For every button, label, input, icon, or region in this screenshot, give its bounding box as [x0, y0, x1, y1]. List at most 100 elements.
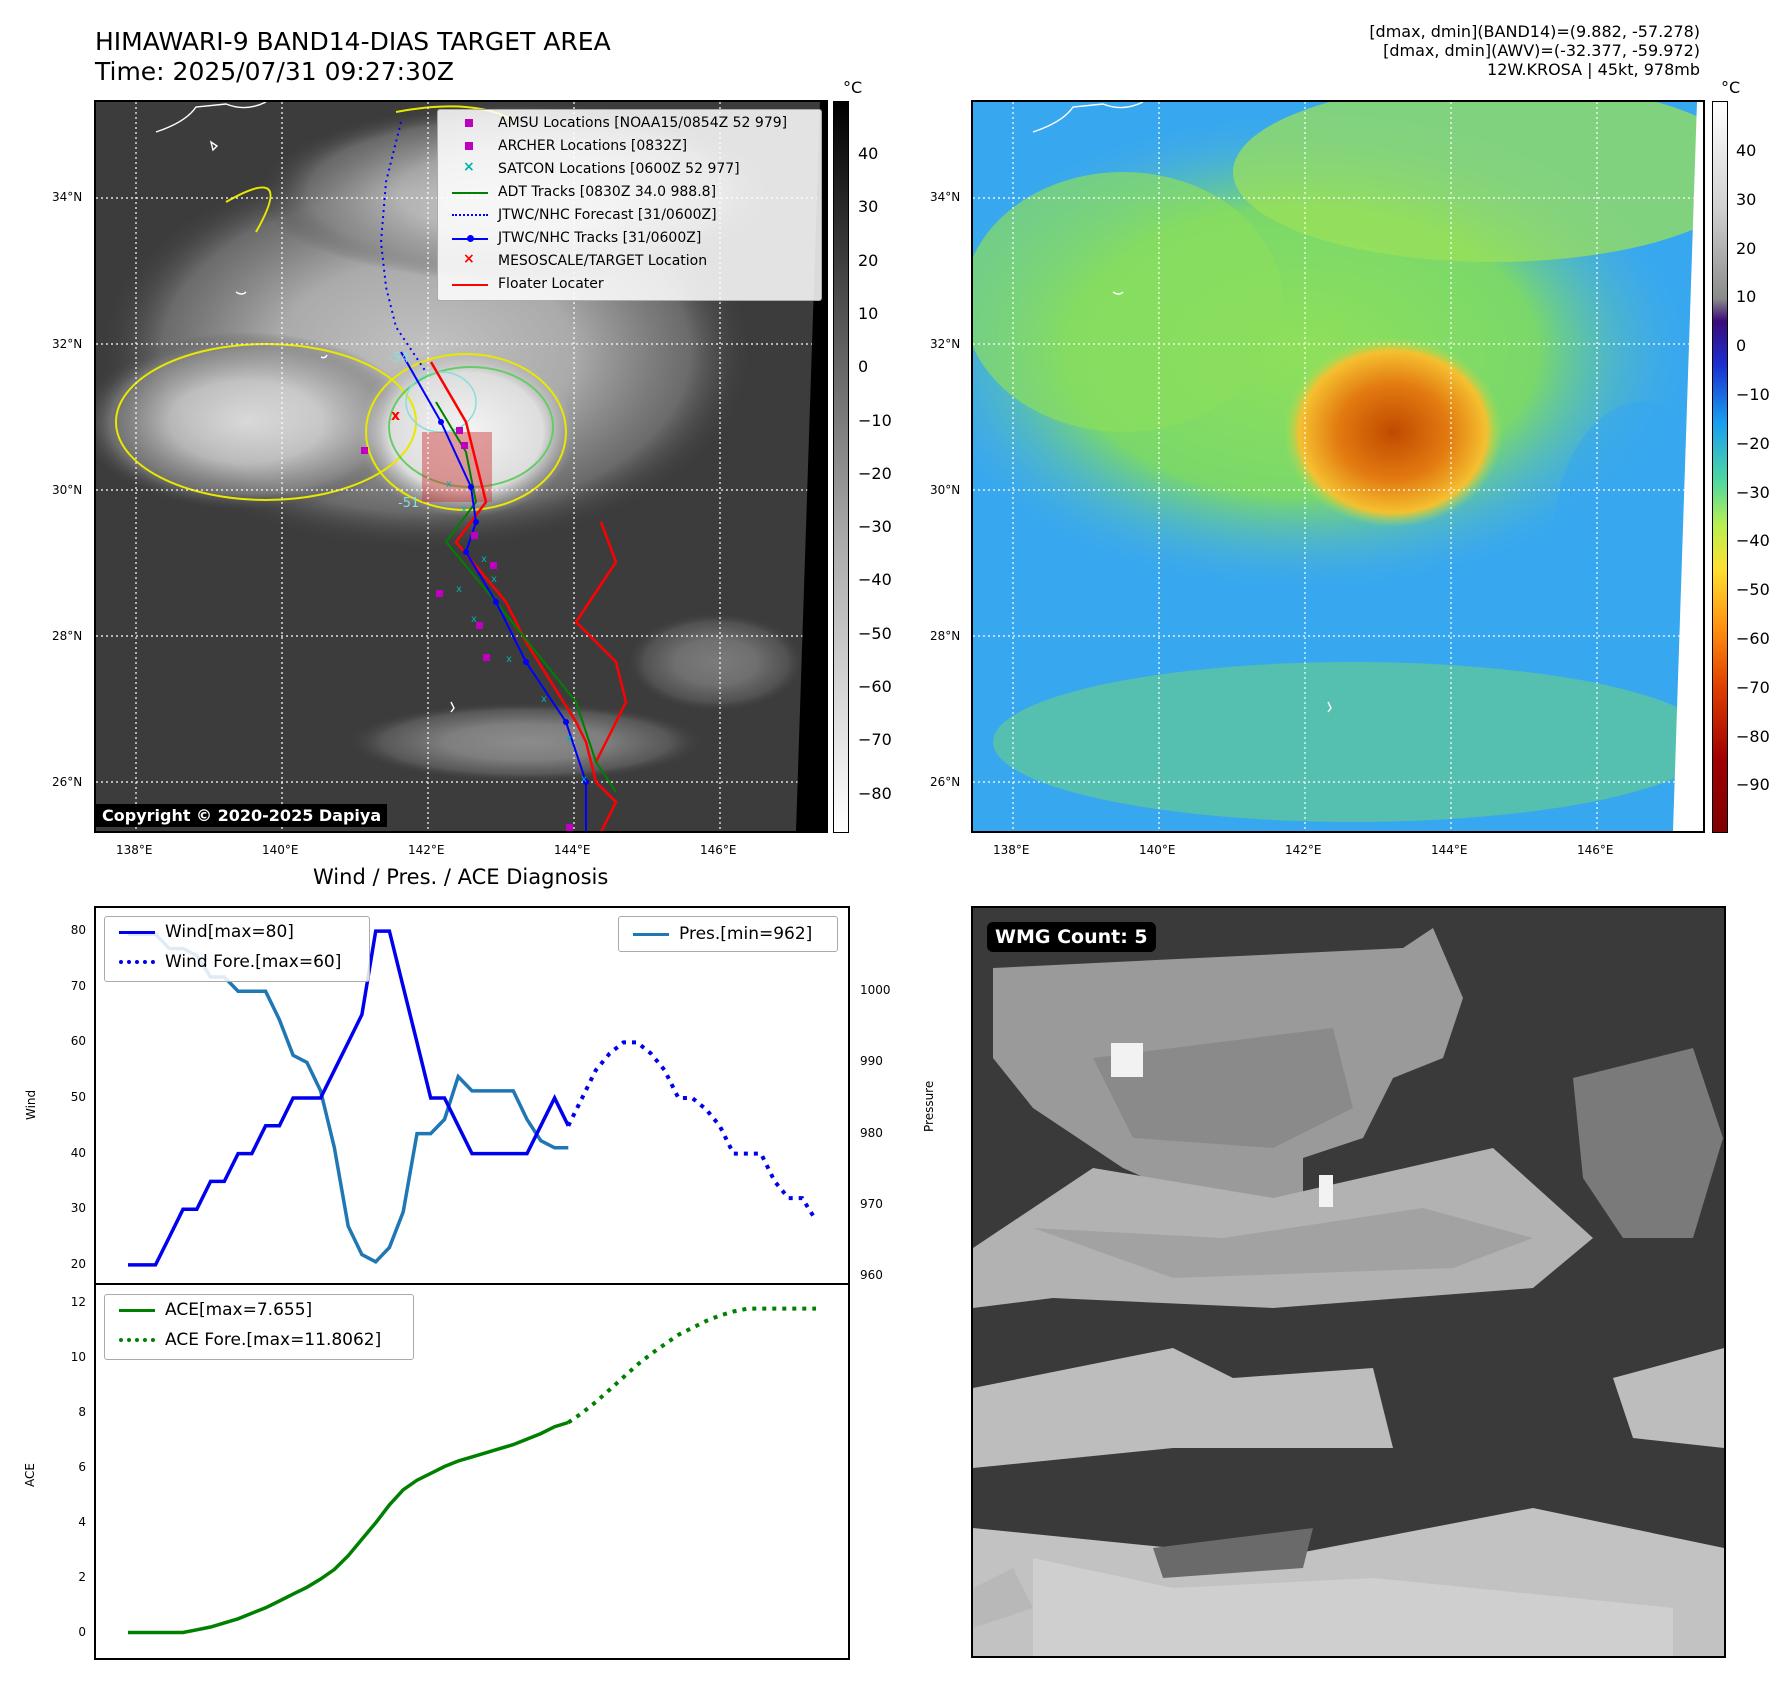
- gray-colorbar-tick: 0: [858, 357, 869, 377]
- wind-y-tick-label: 50: [70, 1090, 86, 1104]
- svg-text:x: x: [391, 408, 400, 424]
- legend-item-ace: ACE[max=7.655]: [117, 1299, 312, 1321]
- svg-text:x: x: [506, 654, 512, 665]
- svg-text:x: x: [461, 504, 467, 515]
- color-colorbar-tick: 0: [1736, 336, 1747, 356]
- gray-colorbar: [833, 101, 849, 833]
- pressure-series-0-line: [128, 932, 569, 1264]
- stats-awv: [dmax, dmin](AWV)=(-32.377, -59.972): [1383, 41, 1700, 60]
- legend-item-wind: Wind[max=80]: [117, 921, 294, 943]
- stats-storm: 12W.KROSA | 45kt, 978mb: [1487, 60, 1700, 79]
- gray-colorbar-tick: −40: [858, 570, 892, 590]
- gray-colorbar-tick: 30: [858, 197, 879, 217]
- wind-y-tick-label: 30: [70, 1201, 86, 1216]
- wind-y-tick-label: 40: [70, 1145, 86, 1160]
- gray-colorbar-tick: −30: [858, 517, 892, 537]
- legend-item-floater: Floater Locater: [450, 273, 604, 295]
- wind-y-tick-label: 60: [70, 1034, 86, 1049]
- gray-colorbar-unit: °C: [843, 78, 863, 97]
- legend-item-tracks: JTWC/NHC Tracks [31/0600Z]: [450, 227, 701, 249]
- lat-label-34: 34°N: [52, 190, 83, 204]
- wmg-image: [973, 908, 1724, 1656]
- pressure-y-tick-label: 970: [860, 1196, 883, 1211]
- color-colorbar-tick: 40: [1736, 141, 1757, 160]
- lon-label-144-right: 144°E: [1431, 843, 1468, 857]
- ace-y-tick-label: 2: [78, 1569, 86, 1584]
- legend-line-icon: [631, 927, 671, 941]
- wind-y-tick-label: 20: [70, 1256, 86, 1271]
- ace-y-tick-label: 6: [78, 1459, 86, 1474]
- lon-label-138-right: 138°E: [993, 843, 1030, 857]
- svg-text:x: x: [456, 584, 462, 595]
- gray-colorbar-tick: −80: [858, 783, 892, 803]
- gray-colorbar-tick: 10: [858, 303, 879, 323]
- legend-dotted-line-icon: [117, 1333, 157, 1347]
- color-colorbar-tick: −50: [1736, 580, 1770, 600]
- legend-line-icon: [450, 277, 490, 291]
- subplot-divider: [96, 1283, 848, 1285]
- pressure-y-tick-label: 980: [860, 1125, 883, 1140]
- lat-label-26: 26°N: [52, 775, 83, 789]
- ace-axis-label: ACE: [23, 1463, 37, 1487]
- legend-item-pressure: Pres.[min=962]: [631, 923, 812, 945]
- time-title: Time: 2025/07/31 09:27:30Z: [95, 57, 454, 86]
- lon-label-142: 142°E: [408, 843, 445, 857]
- ace-y-tick-label: 4: [78, 1514, 86, 1529]
- gray-colorbar-tick: 20: [858, 250, 879, 270]
- legend-item-adt: ADT Tracks [0830Z 34.0 988.8]: [450, 181, 716, 203]
- legend-item-mesoscale: × MESOSCALE/TARGET Location: [450, 250, 707, 272]
- lon-label-140-right: 140°E: [1139, 843, 1176, 857]
- wmg-count-badge: WMG Count: 5: [987, 922, 1156, 952]
- lon-label-142-right: 142°E: [1285, 843, 1322, 857]
- gray-colorbar-tick: 40: [858, 144, 879, 163]
- svg-text:x: x: [491, 574, 497, 585]
- color-colorbar-tick: 20: [1736, 238, 1757, 258]
- legend-square-icon: [450, 116, 490, 130]
- svg-text:x: x: [566, 734, 572, 745]
- contour-label-54: -54: [388, 351, 410, 366]
- pressure-y-tick-label: 960: [860, 1268, 883, 1282]
- legend-dotted-line-icon: [117, 955, 157, 969]
- ace-legend: ACE[max=7.655] ACE Fore.[max=11.8062]: [104, 1294, 414, 1360]
- pressure-legend: Pres.[min=962]: [618, 916, 838, 952]
- ace-y-tick-label: 8: [78, 1405, 86, 1419]
- lat-label-30: 30°N: [52, 483, 83, 497]
- stats-band14: [dmax, dmin](BAND14)=(9.882, -57.278): [1369, 22, 1700, 41]
- lon-label-144: 144°E: [554, 843, 591, 857]
- stats-block: [dmax, dmin](BAND14)=(9.882, -57.278) [d…: [1369, 22, 1700, 79]
- legend-square-icon: [450, 139, 490, 153]
- lon-label-138: 138°E: [116, 843, 153, 857]
- lat-label-28: 28°N: [52, 629, 83, 643]
- legend-item-ace-fore: ACE Fore.[max=11.8062]: [117, 1329, 381, 1351]
- gray-colorbar-tick: −50: [858, 623, 892, 643]
- legend-line-dot-icon: [450, 231, 490, 245]
- color-colorbar-tick: −40: [1736, 531, 1770, 551]
- legend-item-wind-fore: Wind Fore.[max=60]: [117, 951, 341, 973]
- ace-y-tick-label: 10: [70, 1350, 86, 1365]
- lat-label-32: 32°N: [52, 337, 83, 351]
- color-colorbar-tick: −30: [1736, 482, 1770, 502]
- legend-line-icon: [117, 925, 157, 939]
- color-colorbar-tick: −80: [1736, 726, 1770, 746]
- color-colorbar-tick: −10: [1736, 385, 1770, 404]
- main-title: HIMAWARI-9 BAND14-DIAS TARGET AREA: [95, 27, 611, 56]
- contour-label-51: -51: [398, 496, 420, 511]
- gray-colorbar-tick: −20: [858, 463, 892, 483]
- legend-x-icon: ×: [463, 159, 475, 175]
- pressure-y-tick-label: 1000: [860, 983, 891, 998]
- gray-colorbar-tick: −60: [858, 677, 892, 696]
- color-colorbar: [1712, 101, 1728, 833]
- svg-text:x: x: [541, 694, 547, 705]
- svg-text:x: x: [481, 554, 487, 565]
- wind-axis-label: Wind: [24, 1089, 38, 1120]
- awv-map-image: [973, 102, 1703, 831]
- ace-y-tick-label: 12: [70, 1295, 86, 1310]
- lon-label-140: 140°E: [262, 843, 299, 857]
- map-legend: AMSU Locations [NOAA15/0854Z 52 979] ARC…: [437, 109, 822, 301]
- lat-label-28-right: 28°N: [930, 629, 961, 643]
- ace-plot: [128, 1306, 816, 1635]
- legend-item-amsu: AMSU Locations [NOAA15/0854Z 52 979]: [450, 112, 787, 134]
- legend-line-icon: [450, 185, 490, 199]
- lon-label-146-right: 146°E: [1577, 843, 1614, 857]
